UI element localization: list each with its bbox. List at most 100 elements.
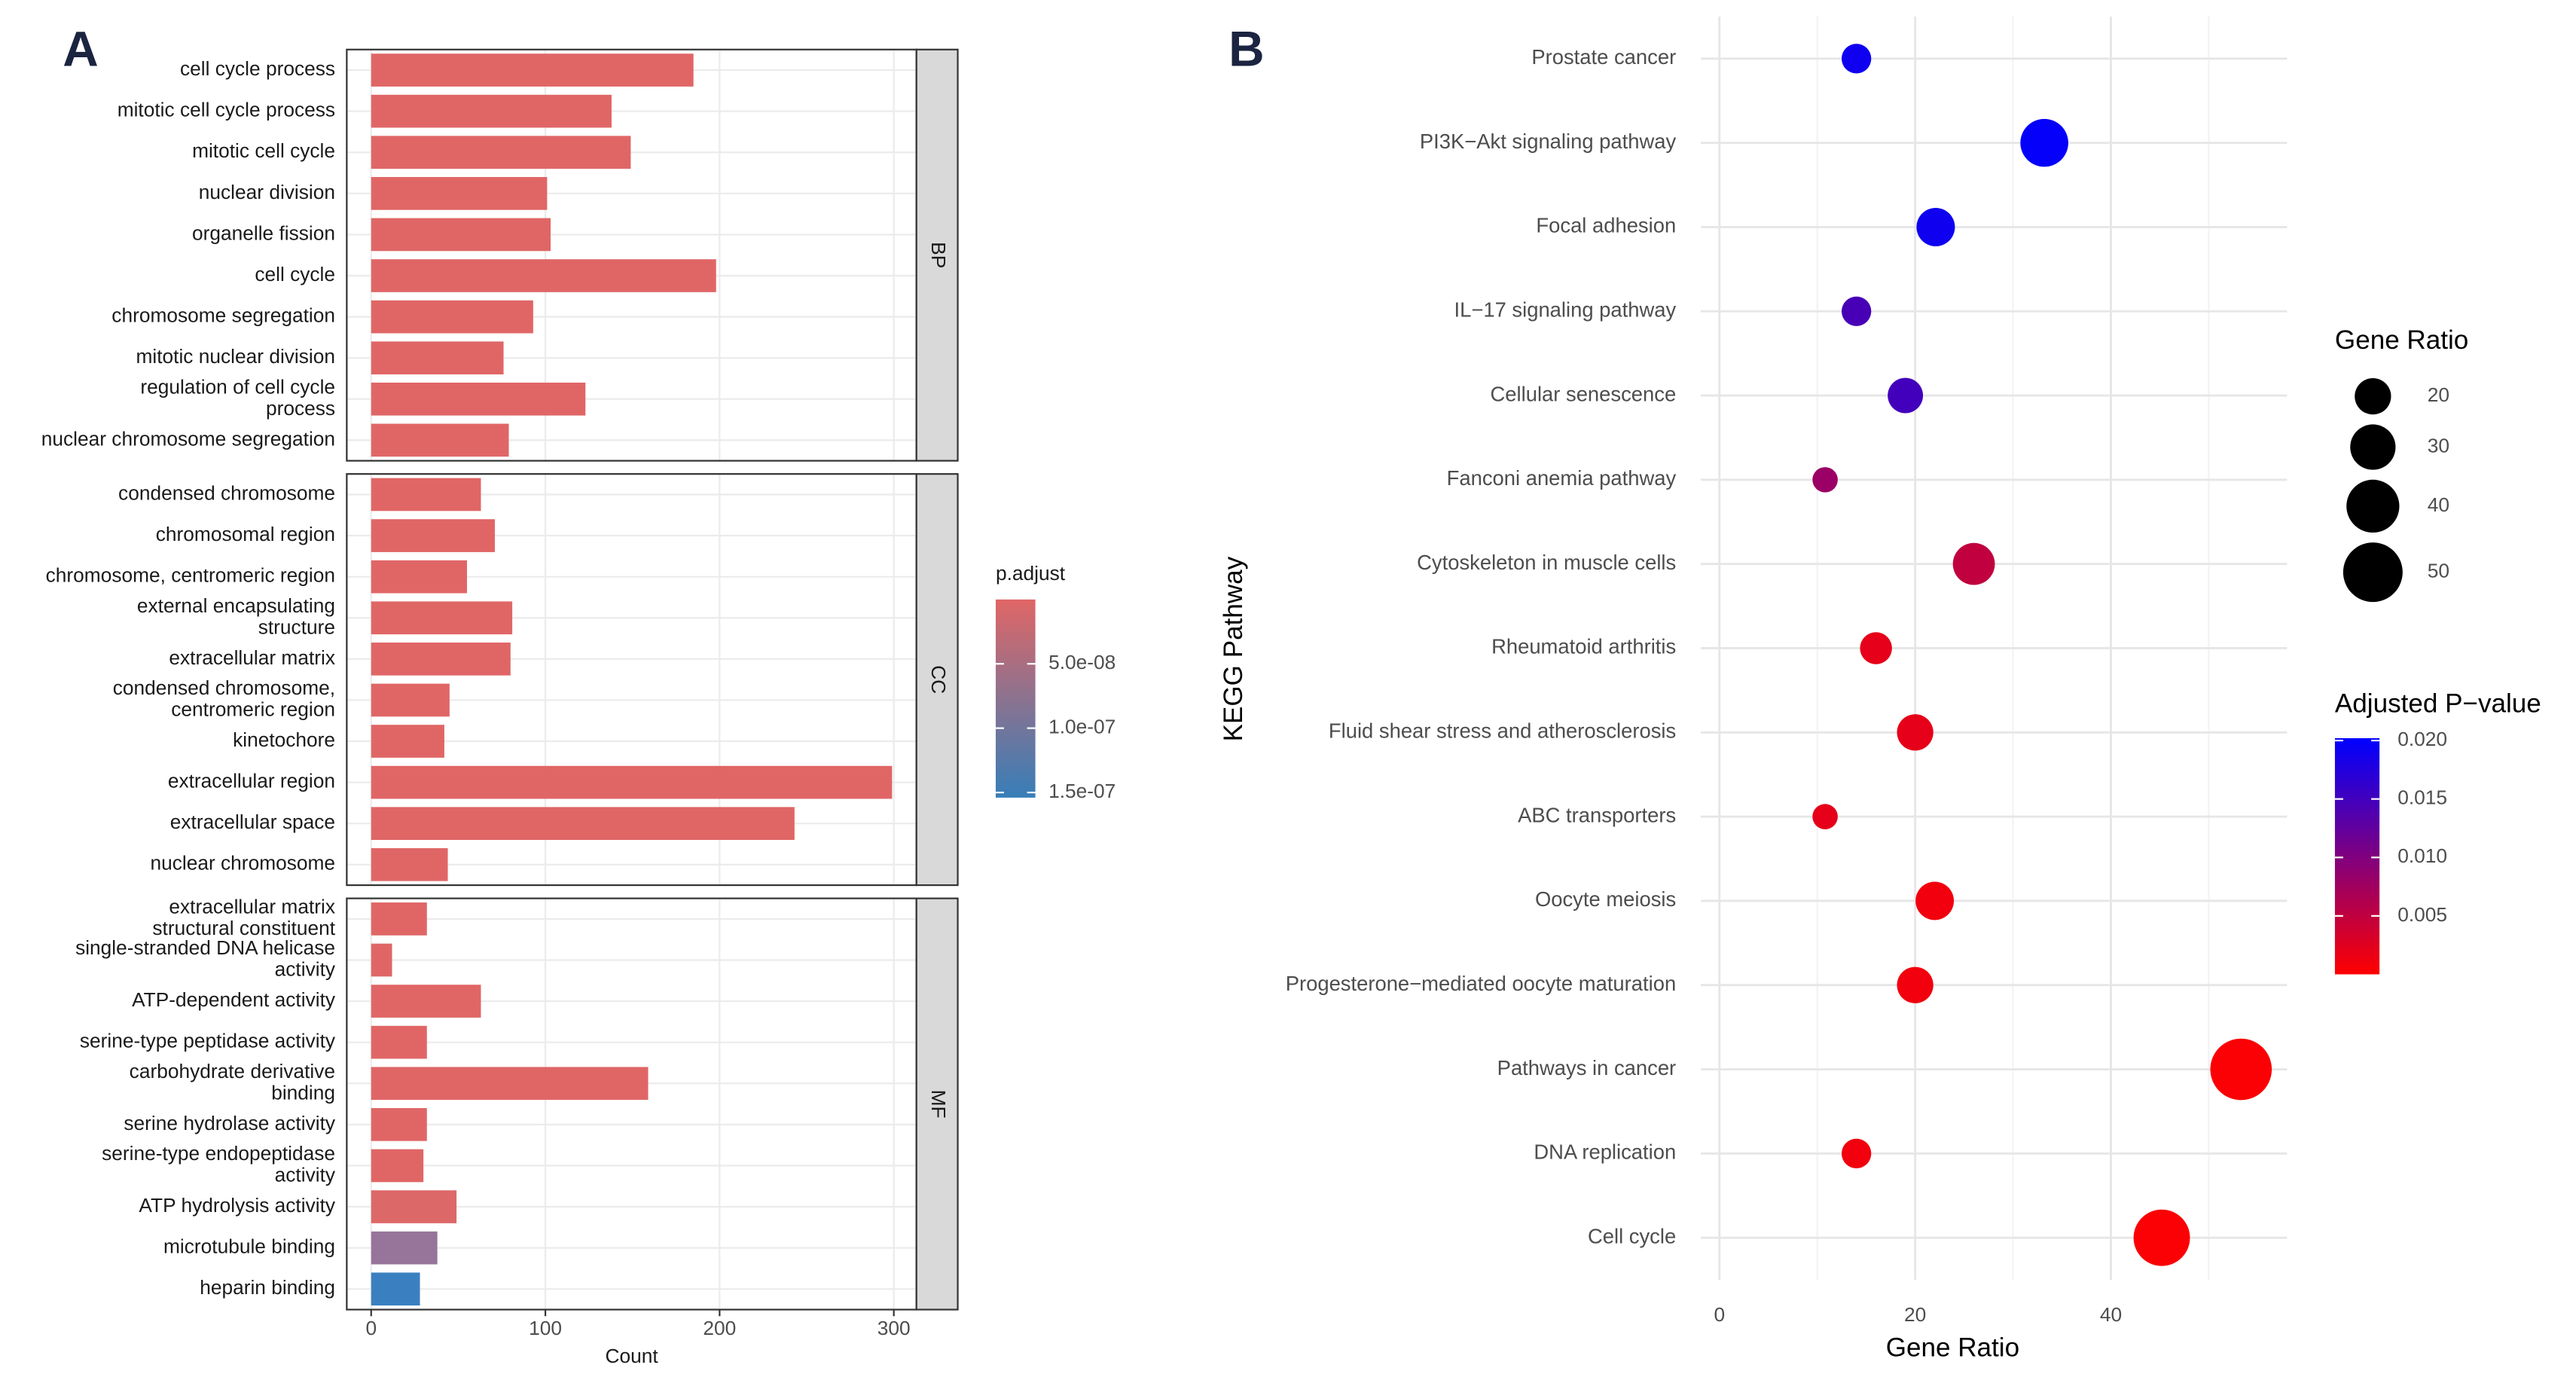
facet-strip bbox=[915, 897, 959, 1311]
facet-strip-label: MF bbox=[927, 1090, 950, 1119]
dot bbox=[1842, 1138, 1872, 1168]
bar bbox=[371, 985, 481, 1018]
x-axis-title: Count bbox=[605, 1345, 658, 1367]
facet-strip bbox=[915, 473, 959, 887]
bar bbox=[371, 943, 392, 977]
bar bbox=[371, 1025, 427, 1059]
y-tick-label: kinetochore bbox=[233, 728, 335, 751]
y-tick-label: cell cycle process bbox=[180, 57, 335, 80]
y-tick-label: carbohydrate derivative binding bbox=[130, 1060, 335, 1104]
dot bbox=[1812, 467, 1838, 493]
colorbar-label: 0.005 bbox=[2397, 903, 2447, 926]
bar bbox=[371, 1067, 649, 1101]
bar bbox=[371, 94, 612, 128]
x-tick-label: 300 bbox=[877, 1317, 911, 1339]
dot bbox=[1842, 44, 1872, 74]
dot bbox=[1842, 296, 1872, 326]
bar bbox=[371, 683, 450, 717]
colorbar bbox=[995, 599, 1036, 798]
y-tick-label: Cell cycle bbox=[1588, 1224, 1676, 1247]
facet-panel bbox=[346, 898, 917, 1310]
legend-label: 50 bbox=[2428, 560, 2449, 582]
y-tick-label: Cytoskeleton in muscle cells bbox=[1417, 551, 1676, 574]
colorbar-label: 0.010 bbox=[2397, 844, 2447, 867]
facet-strip bbox=[915, 48, 959, 462]
dot bbox=[1897, 714, 1934, 751]
colorbar bbox=[2334, 737, 2380, 975]
bar bbox=[371, 259, 716, 292]
y-tick-label: PI3K−Akt signaling pathway bbox=[1420, 130, 1677, 153]
bar bbox=[371, 136, 631, 169]
y-tick-label: Oocyte meiosis bbox=[1535, 887, 1676, 911]
legend-label: 20 bbox=[2428, 383, 2449, 406]
y-tick-label: mitotic cell cycle process bbox=[118, 99, 335, 121]
y-tick-label: single-stranded DNA helicase activity bbox=[75, 936, 336, 981]
y-tick-label: condensed chromosome, centromeric region bbox=[113, 676, 335, 721]
x-axis-title: Gene Ratio bbox=[1886, 1333, 2019, 1362]
bar bbox=[371, 643, 511, 676]
y-tick-label: serine-type peptidase activity bbox=[80, 1030, 336, 1052]
dot bbox=[2133, 1209, 2190, 1266]
legend-dot bbox=[2350, 424, 2396, 470]
y-tick-label: chromosome, centromeric region bbox=[46, 564, 335, 587]
bar bbox=[371, 1272, 420, 1306]
bar bbox=[371, 341, 504, 375]
y-tick-label: Fanconi anemia pathway bbox=[1447, 466, 1677, 490]
y-tick-label: extracellular matrix structural constitue… bbox=[152, 896, 335, 940]
facet-strip-label: CC bbox=[927, 665, 950, 694]
bar bbox=[371, 423, 509, 457]
y-tick-label: IL−17 signaling pathway bbox=[1454, 298, 1677, 321]
legend-label: 40 bbox=[2428, 493, 2449, 516]
bar bbox=[371, 725, 444, 758]
bar bbox=[371, 53, 694, 87]
y-tick-label: regulation of cell cycle process bbox=[140, 375, 335, 419]
y-tick-label: condensed chromosome bbox=[118, 481, 335, 504]
colorbar-label: 1.5e-07 bbox=[1048, 780, 1116, 802]
colorbar-label: 0.020 bbox=[2397, 728, 2447, 750]
bar bbox=[371, 902, 427, 936]
facet-strip-label: BP bbox=[927, 242, 950, 268]
legend-dot bbox=[2346, 479, 2400, 533]
bar bbox=[371, 218, 551, 252]
bar bbox=[371, 807, 795, 841]
y-tick-label: organelle fission bbox=[192, 221, 335, 244]
bar bbox=[371, 560, 467, 594]
x-tick-label: 40 bbox=[2100, 1303, 2122, 1326]
y-tick-label: Rheumatoid arthritis bbox=[1491, 635, 1676, 658]
bar bbox=[371, 1149, 424, 1183]
y-tick-label: Cellular senescence bbox=[1491, 382, 1677, 405]
panel-label: B bbox=[1228, 21, 1264, 77]
y-tick-label: mitotic nuclear division bbox=[136, 345, 335, 368]
y-tick-label: Focal adhesion bbox=[1536, 214, 1676, 237]
bar bbox=[371, 765, 893, 799]
dot bbox=[1952, 542, 1995, 585]
bar bbox=[371, 1190, 457, 1223]
x-tick-label: 100 bbox=[529, 1317, 562, 1339]
y-tick-label: serine hydrolase activity bbox=[124, 1112, 335, 1134]
legend-title: Adjusted P−value bbox=[2335, 689, 2541, 718]
legend-title: Gene Ratio bbox=[2335, 325, 2468, 355]
bar bbox=[371, 1231, 438, 1265]
bar bbox=[371, 478, 481, 511]
bar bbox=[371, 847, 448, 881]
y-tick-label: cell cycle bbox=[255, 263, 335, 285]
y-tick-label: external encapsulating structure bbox=[137, 594, 335, 638]
y-tick-label: extracellular space bbox=[170, 811, 335, 833]
y-tick-label: extracellular matrix bbox=[169, 646, 335, 669]
colorbar-label: 0.015 bbox=[2397, 786, 2447, 809]
y-tick-label: Fluid shear stress and atherosclerosis bbox=[1329, 719, 1676, 743]
dot bbox=[1915, 881, 1955, 921]
y-tick-label: microtubule binding bbox=[163, 1235, 335, 1258]
y-tick-label: ABC transporters bbox=[1518, 803, 1676, 826]
y-tick-label: chromosomal region bbox=[156, 523, 335, 545]
dot bbox=[1888, 377, 1924, 414]
colorbar-label: 1.0e-07 bbox=[1048, 716, 1116, 738]
legend-dot bbox=[2355, 378, 2391, 415]
y-tick-label: mitotic cell cycle bbox=[192, 139, 335, 162]
panel-label: A bbox=[63, 21, 98, 77]
x-tick-label: 0 bbox=[1714, 1303, 1725, 1326]
y-axis-title: KEGG Pathway bbox=[1219, 556, 1248, 741]
dot bbox=[2020, 118, 2068, 167]
legend-title: p.adjust bbox=[996, 562, 1066, 585]
